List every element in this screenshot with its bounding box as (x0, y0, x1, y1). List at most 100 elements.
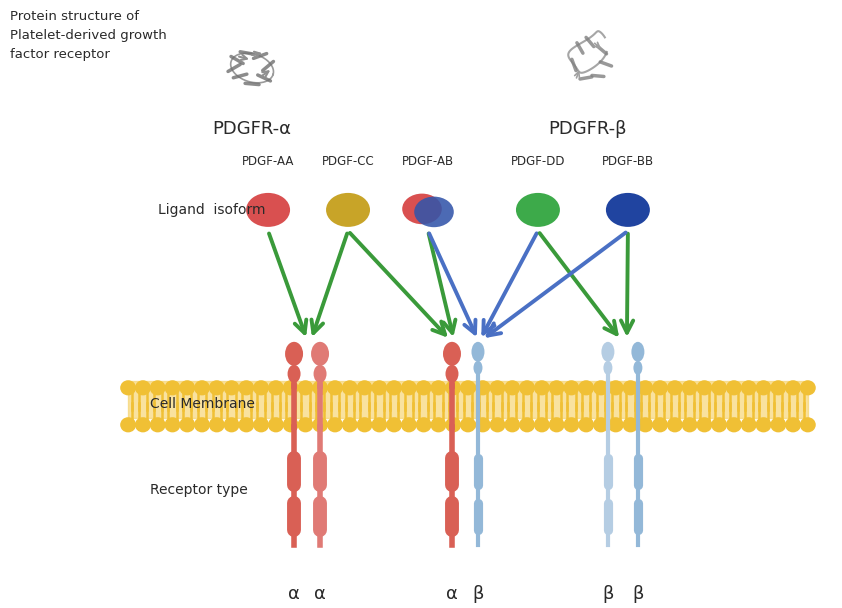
Text: Protein structure of
Platelet-derived growth
factor receptor: Protein structure of Platelet-derived gr… (10, 10, 167, 61)
Ellipse shape (594, 381, 608, 395)
Ellipse shape (195, 418, 210, 432)
Ellipse shape (239, 418, 253, 432)
Ellipse shape (224, 418, 239, 432)
Ellipse shape (414, 196, 454, 227)
Ellipse shape (697, 418, 711, 432)
Ellipse shape (638, 381, 653, 395)
Text: α: α (314, 585, 326, 603)
Ellipse shape (609, 418, 623, 432)
Ellipse shape (712, 418, 727, 432)
Ellipse shape (328, 418, 342, 432)
Ellipse shape (633, 361, 642, 375)
Ellipse shape (472, 342, 484, 362)
Ellipse shape (623, 418, 637, 432)
Ellipse shape (402, 381, 416, 395)
Ellipse shape (516, 193, 560, 227)
Ellipse shape (372, 418, 386, 432)
Ellipse shape (594, 418, 608, 432)
Ellipse shape (313, 381, 328, 395)
Text: PDGF-AA: PDGF-AA (242, 155, 294, 168)
Ellipse shape (357, 418, 372, 432)
Ellipse shape (682, 381, 697, 395)
Text: α: α (288, 585, 300, 603)
Ellipse shape (606, 193, 650, 227)
Ellipse shape (136, 418, 150, 432)
Ellipse shape (490, 381, 504, 395)
Ellipse shape (505, 418, 520, 432)
Ellipse shape (520, 418, 535, 432)
Ellipse shape (121, 418, 136, 432)
Ellipse shape (343, 381, 357, 395)
Ellipse shape (623, 381, 637, 395)
Ellipse shape (180, 381, 195, 395)
Ellipse shape (473, 361, 482, 375)
Ellipse shape (313, 365, 327, 383)
Ellipse shape (604, 361, 612, 375)
Ellipse shape (446, 381, 461, 395)
Text: PDGF-DD: PDGF-DD (511, 155, 565, 168)
Ellipse shape (417, 418, 431, 432)
Ellipse shape (165, 418, 179, 432)
Ellipse shape (727, 418, 741, 432)
Ellipse shape (609, 381, 623, 395)
Ellipse shape (535, 418, 549, 432)
Ellipse shape (343, 418, 357, 432)
Ellipse shape (505, 381, 520, 395)
Ellipse shape (357, 381, 372, 395)
Ellipse shape (284, 418, 298, 432)
Ellipse shape (461, 418, 475, 432)
Ellipse shape (638, 418, 653, 432)
Ellipse shape (284, 381, 298, 395)
Ellipse shape (601, 342, 615, 362)
Ellipse shape (653, 381, 668, 395)
Ellipse shape (180, 418, 195, 432)
Ellipse shape (224, 381, 239, 395)
Text: β: β (472, 585, 483, 603)
Ellipse shape (298, 381, 312, 395)
Ellipse shape (254, 381, 269, 395)
Ellipse shape (151, 418, 165, 432)
Text: Ligand  isoform: Ligand isoform (158, 203, 265, 217)
Ellipse shape (490, 418, 504, 432)
Ellipse shape (402, 418, 416, 432)
Ellipse shape (579, 381, 594, 395)
Ellipse shape (549, 418, 564, 432)
Text: Cell Membrane: Cell Membrane (150, 397, 255, 411)
Ellipse shape (579, 418, 594, 432)
Ellipse shape (727, 381, 741, 395)
Ellipse shape (298, 418, 312, 432)
Ellipse shape (328, 381, 342, 395)
Bar (128, 381, 807, 418)
Ellipse shape (417, 381, 431, 395)
Ellipse shape (386, 418, 402, 432)
Ellipse shape (254, 418, 269, 432)
Text: PDGF-CC: PDGF-CC (322, 155, 375, 168)
Ellipse shape (443, 342, 461, 366)
Ellipse shape (165, 381, 179, 395)
Ellipse shape (801, 418, 815, 432)
Ellipse shape (549, 381, 564, 395)
Ellipse shape (210, 381, 224, 395)
Ellipse shape (461, 381, 475, 395)
Ellipse shape (771, 418, 786, 432)
Ellipse shape (269, 418, 283, 432)
Text: PDGFR-β: PDGFR-β (549, 120, 627, 138)
Text: α: α (446, 585, 458, 603)
Ellipse shape (195, 381, 210, 395)
Ellipse shape (756, 418, 770, 432)
Ellipse shape (668, 381, 682, 395)
Ellipse shape (210, 418, 224, 432)
Ellipse shape (372, 381, 386, 395)
Ellipse shape (313, 418, 328, 432)
Ellipse shape (697, 381, 711, 395)
Ellipse shape (712, 381, 727, 395)
Ellipse shape (285, 342, 303, 366)
Ellipse shape (431, 381, 445, 395)
Ellipse shape (771, 381, 786, 395)
Ellipse shape (756, 381, 770, 395)
Text: PDGF-AB: PDGF-AB (402, 155, 454, 168)
Ellipse shape (801, 381, 815, 395)
Ellipse shape (288, 365, 301, 383)
Ellipse shape (786, 381, 800, 395)
Ellipse shape (742, 418, 756, 432)
